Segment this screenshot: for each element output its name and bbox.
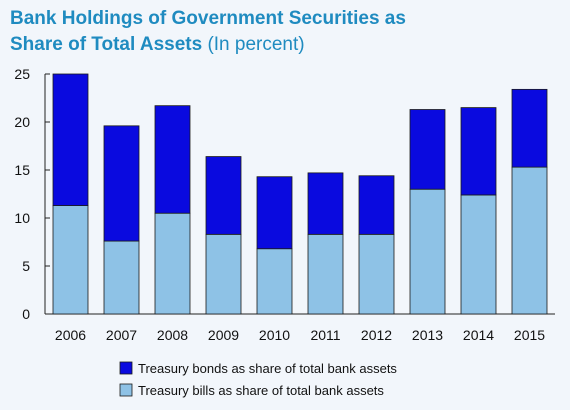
chart-subtitle: (In percent) [207,34,305,55]
y-tick-label: 15 [14,162,30,178]
bar-bonds [409,109,446,190]
bar-bills [358,233,395,315]
bar-bills [460,194,497,315]
y-tick-label: 0 [22,306,30,322]
x-tick-label: 2009 [208,327,239,343]
bar-bonds [307,172,344,235]
x-tick-label: 2012 [361,327,392,343]
bar-bonds [205,156,242,235]
bar-bills [511,166,548,315]
x-tick-label: 2008 [157,327,188,343]
bar-bills [409,188,446,315]
chart-title: Bank Holdings of Government Securities a… [10,6,560,58]
bar-bills [154,212,191,315]
bar-bills [52,205,89,315]
x-tick-label: 2015 [514,327,545,343]
title-line-1: Bank Holdings of Government Securities a… [10,8,406,29]
y-tick-label: 5 [22,258,30,274]
bar-bonds [52,73,89,206]
title-line-2: Share of Total Assets [10,34,203,55]
bar-bonds [460,107,497,196]
legend-swatch [119,383,133,397]
y-tick-label: 10 [14,210,30,226]
bar-bonds [256,176,293,250]
bar-bills [307,233,344,315]
bar-bills [103,240,140,315]
x-tick-label: 2007 [106,327,137,343]
x-tick-label: 2010 [259,327,290,343]
bar-bills [205,233,242,315]
y-tick-label: 25 [14,66,30,82]
legend-swatch [119,361,133,375]
bar-bonds [103,125,140,242]
legend-label: Treasury bills as share of total bank as… [138,383,384,398]
bar-bills [256,248,293,315]
bar-bonds [358,175,395,235]
y-tick-label: 20 [14,114,30,130]
x-tick-label: 2014 [463,327,494,343]
x-tick-label: 2013 [412,327,443,343]
x-tick-label: 2011 [310,327,340,343]
bar-bonds [511,88,548,168]
legend-label: Treasury bonds as share of total bank as… [138,361,397,376]
bar-bonds [154,105,191,214]
x-tick-label: 2006 [55,327,86,343]
